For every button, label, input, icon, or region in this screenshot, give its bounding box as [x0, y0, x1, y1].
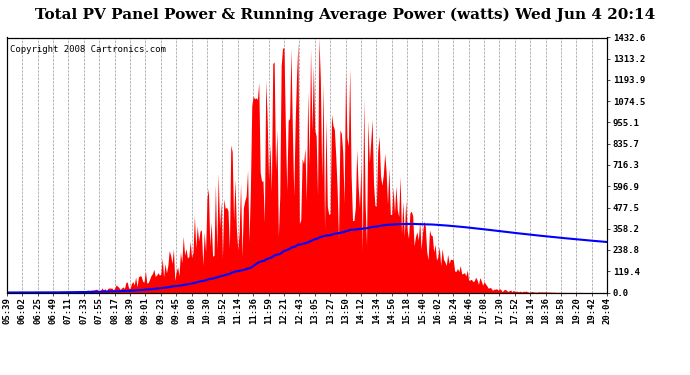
- Text: Copyright 2008 Cartronics.com: Copyright 2008 Cartronics.com: [10, 45, 166, 54]
- Text: Total PV Panel Power & Running Average Power (watts) Wed Jun 4 20:14: Total PV Panel Power & Running Average P…: [35, 8, 655, 22]
